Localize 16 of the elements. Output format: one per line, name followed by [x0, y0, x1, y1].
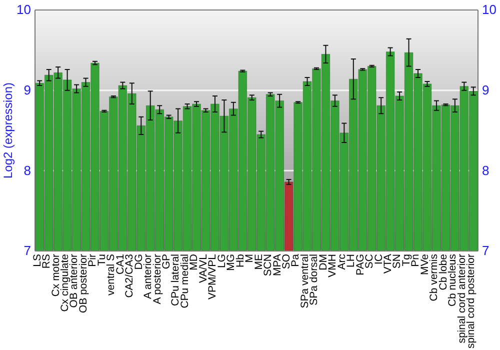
- y-tick-label: 9: [24, 82, 31, 98]
- x-tick-label: RS: [40, 254, 53, 269]
- y-tick-label: 8: [24, 162, 31, 178]
- y-axis-title: Log2 (expression): [1, 82, 15, 179]
- x-tick-label: CPu medial: [178, 254, 191, 308]
- x-tick-label: Hb: [234, 254, 246, 268]
- x-tick-label: Cx cingulate: [58, 254, 71, 312]
- y2-tick-label: 7: [482, 243, 490, 258]
- x-tick-label: spinal cord posterior: [465, 253, 478, 349]
- y2-tick-label: 8: [482, 162, 490, 178]
- y2-tick-label: 10: [482, 2, 496, 18]
- y-tick-label: 7: [24, 243, 31, 258]
- x-tick-label: Cb lobe: [437, 254, 450, 290]
- y-tick-label: 10: [16, 2, 31, 18]
- y2-tick-label: 9: [482, 82, 490, 98]
- x-tick-label: LS: [31, 254, 44, 267]
